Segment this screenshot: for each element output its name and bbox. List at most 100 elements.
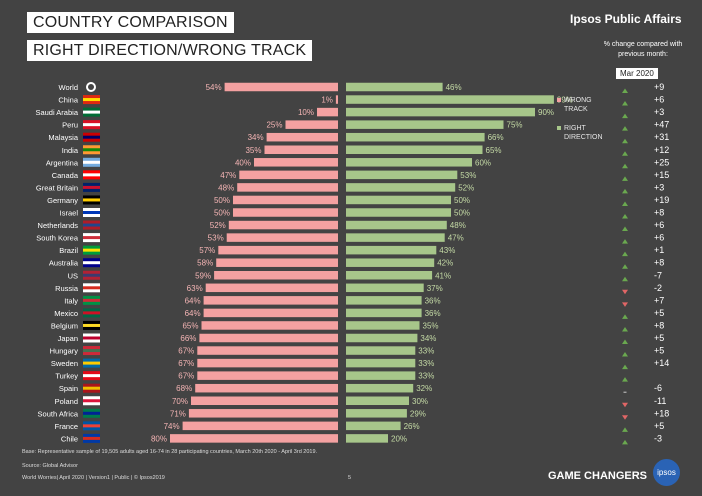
bar-right-netherlands bbox=[346, 220, 447, 230]
arrow-up-icon-mexico bbox=[622, 314, 628, 319]
country-label-israel: Israel bbox=[60, 209, 79, 218]
country-label-chile: Chile bbox=[61, 434, 78, 443]
flag-icon-band-china bbox=[83, 98, 100, 102]
change-value-australia: +8 bbox=[654, 258, 664, 268]
flag-icon-band-india bbox=[83, 148, 100, 152]
flag-icon-band-russia bbox=[83, 286, 100, 290]
arrow-up-icon-malaysia bbox=[622, 138, 628, 144]
change-period: Mar 2020 bbox=[616, 68, 658, 79]
title-line-1: COUNTRY COMPARISON bbox=[27, 12, 234, 33]
country-label-belgium: Belgium bbox=[51, 321, 78, 330]
change-value-sweden: +14 bbox=[654, 358, 669, 368]
bar-right-russia bbox=[346, 283, 424, 293]
legend-label-wrong: WRONG TRACK bbox=[564, 97, 592, 113]
arrow-up-icon-india bbox=[622, 151, 628, 156]
bar-wrong-world bbox=[224, 82, 338, 92]
legend-swatch-right bbox=[557, 126, 561, 130]
bar-wrong-poland bbox=[191, 396, 338, 405]
change-value-netherlands: +6 bbox=[654, 220, 664, 230]
label-right-canada: 53% bbox=[460, 171, 476, 180]
label-right-hungary: 33% bbox=[418, 347, 434, 356]
bar-right-japan bbox=[346, 333, 418, 343]
label-wrong-canada: 47% bbox=[220, 171, 236, 180]
flag-icon-band-italy bbox=[83, 298, 100, 302]
bar-wrong-turkey bbox=[197, 371, 338, 380]
country-label-china: China bbox=[58, 96, 78, 105]
flag-icon-band-chile bbox=[83, 436, 100, 440]
change-value-argentina: +25 bbox=[654, 157, 669, 167]
label-wrong-japan: 66% bbox=[180, 334, 196, 343]
change-note: % change compared with previous month: bbox=[603, 41, 683, 58]
label-right-russia: 37% bbox=[427, 284, 443, 293]
change-value-russia: -2 bbox=[654, 283, 662, 293]
flag-icon-band-japan bbox=[83, 336, 100, 340]
label-right-brazil: 43% bbox=[439, 246, 455, 255]
flag-icon-band-turkey bbox=[83, 374, 100, 378]
label-right-argentina: 60% bbox=[475, 158, 491, 167]
label-wrong-saudi-arabia: 10% bbox=[298, 108, 314, 117]
bar-wrong-peru bbox=[285, 120, 338, 129]
label-right-india: 65% bbox=[486, 146, 502, 155]
label-right-mexico: 36% bbox=[425, 309, 441, 318]
bar-right-belgium bbox=[346, 321, 420, 330]
label-wrong-france: 74% bbox=[164, 422, 180, 431]
label-right-netherlands: 48% bbox=[450, 221, 466, 230]
label-right-peru: 75% bbox=[507, 121, 523, 130]
country-label-germany: Germany bbox=[47, 196, 78, 205]
change-value-mexico: +5 bbox=[654, 308, 664, 318]
label-right-south-africa: 29% bbox=[410, 409, 426, 418]
bar-wrong-italy bbox=[203, 296, 338, 305]
country-label-turkey: Turkey bbox=[55, 372, 78, 381]
label-right-japan: 34% bbox=[420, 334, 436, 343]
brand-name: Ipsos Public Affairs bbox=[570, 12, 682, 26]
change-value-saudi-arabia: +3 bbox=[654, 107, 664, 117]
label-right-south-korea: 47% bbox=[448, 234, 464, 243]
change-value-china: +6 bbox=[654, 95, 664, 105]
flag-icon-band-sweden bbox=[83, 361, 100, 365]
country-label-great-britain: Great Britain bbox=[36, 183, 78, 192]
label-wrong-india: 35% bbox=[245, 146, 261, 155]
label-right-spain: 32% bbox=[416, 384, 432, 393]
label-wrong-great-britain: 48% bbox=[218, 183, 234, 192]
no-change-icon-spain bbox=[623, 391, 627, 393]
arrow-up-icon-france bbox=[622, 427, 628, 432]
country-label-canada: Canada bbox=[52, 171, 79, 180]
bar-wrong-south-africa bbox=[188, 409, 338, 418]
ipsos-logo: ipsos bbox=[653, 459, 680, 486]
label-right-israel: 50% bbox=[454, 209, 470, 218]
flag-icon-band-israel bbox=[83, 211, 100, 214]
bar-right-brazil bbox=[346, 245, 437, 255]
change-value-israel: +8 bbox=[654, 208, 664, 218]
bar-wrong-great-britain bbox=[237, 183, 338, 192]
change-value-hungary: +5 bbox=[654, 346, 664, 356]
label-right-china: 99% bbox=[557, 96, 573, 105]
label-right-saudi-arabia: 90% bbox=[538, 108, 554, 117]
bar-wrong-mexico bbox=[203, 308, 338, 318]
arrow-up-icon-peru bbox=[622, 126, 628, 131]
change-value-japan: +5 bbox=[654, 333, 664, 343]
bar-wrong-spain bbox=[195, 383, 338, 393]
label-right-turkey: 33% bbox=[418, 372, 434, 381]
label-wrong-chile: 80% bbox=[151, 434, 167, 443]
country-label-japan: Japan bbox=[58, 334, 78, 343]
globe-icon-inner bbox=[88, 84, 94, 90]
label-right-germany: 50% bbox=[454, 196, 470, 205]
bar-wrong-us bbox=[214, 271, 338, 280]
country-label-sweden: Sweden bbox=[51, 359, 78, 368]
country-label-brazil: Brazil bbox=[59, 246, 78, 255]
flag-icon-band-france bbox=[83, 424, 100, 428]
footer-source: Source: Global Advisor bbox=[22, 463, 78, 469]
country-label-peru: Peru bbox=[62, 121, 78, 130]
label-wrong-russia: 63% bbox=[187, 284, 203, 293]
label-right-chile: 20% bbox=[391, 434, 407, 443]
bar-wrong-malaysia bbox=[266, 132, 338, 142]
bar-wrong-chile bbox=[170, 434, 338, 443]
bar-right-turkey bbox=[346, 371, 416, 380]
bar-wrong-germany bbox=[233, 195, 338, 205]
arrow-up-icon-us bbox=[622, 276, 628, 282]
label-wrong-south-korea: 53% bbox=[208, 234, 224, 243]
label-wrong-argentina: 40% bbox=[235, 158, 251, 167]
flag-icon-band-canada bbox=[83, 173, 100, 177]
arrow-up-icon-hungary bbox=[622, 352, 628, 357]
bar-wrong-canada bbox=[239, 170, 338, 180]
